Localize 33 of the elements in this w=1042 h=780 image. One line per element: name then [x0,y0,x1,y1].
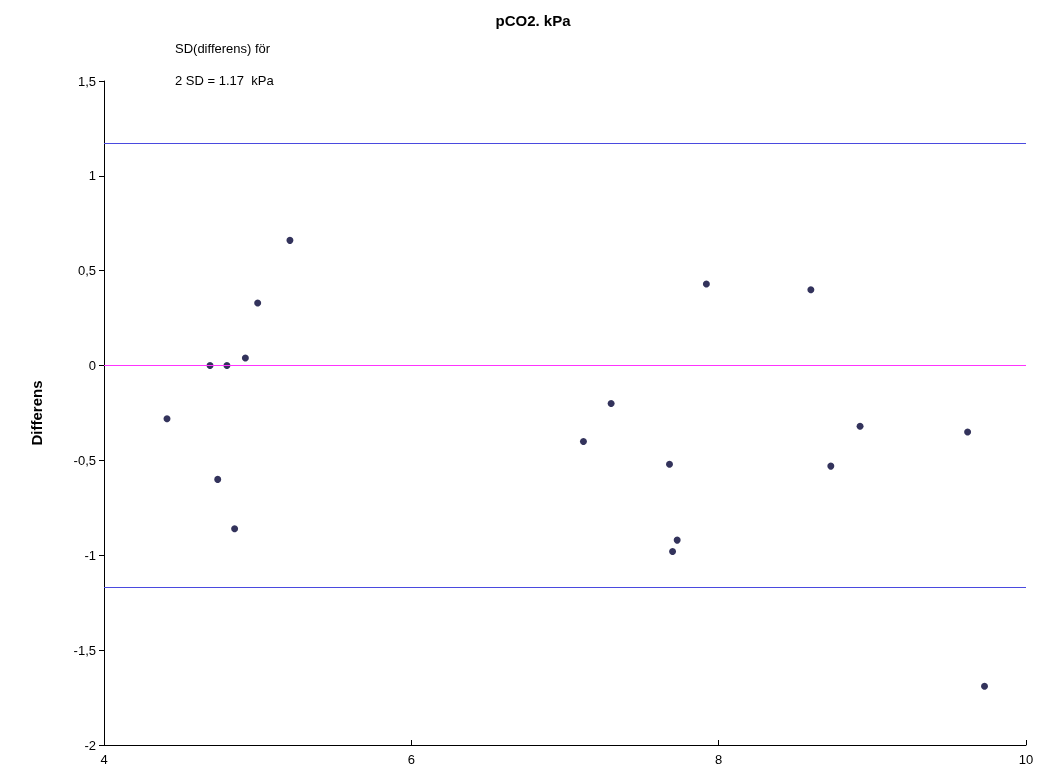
x-tick-label: 8 [715,752,723,767]
point [702,280,710,288]
y-tick-label: 0 [88,358,96,374]
point [286,236,294,244]
y-tick-label: 1,5 [77,73,96,89]
chart-title: pCO2. kPa [495,12,572,29]
point [607,400,615,408]
point [669,547,677,555]
text: SD(differens) för [175,41,271,56]
point [827,462,835,470]
y-tick-label: -2 [84,737,96,753]
point [856,422,864,430]
point [214,475,222,483]
point [981,682,989,690]
y-tick-label: 0,5 [77,263,96,279]
point [231,525,239,533]
point [673,536,681,544]
point [163,415,171,423]
point [579,437,587,445]
y-axis-title: Differens [28,380,45,446]
annotation: 2 SD = 1.17 kPa [175,73,275,88]
x-tick-label: 10 [1018,752,1034,767]
point [666,460,673,468]
point [807,286,815,294]
y-tick-label: -1 [84,547,96,563]
y-tick-label: -1,5 [73,642,96,658]
y-tick-label: 1 [88,168,96,184]
y-tick-label: -0,5 [73,452,96,468]
point [241,354,249,362]
x-tick-label: 4 [100,752,108,767]
x-tick-label: 6 [407,752,415,767]
point [964,428,972,436]
point [254,299,262,307]
